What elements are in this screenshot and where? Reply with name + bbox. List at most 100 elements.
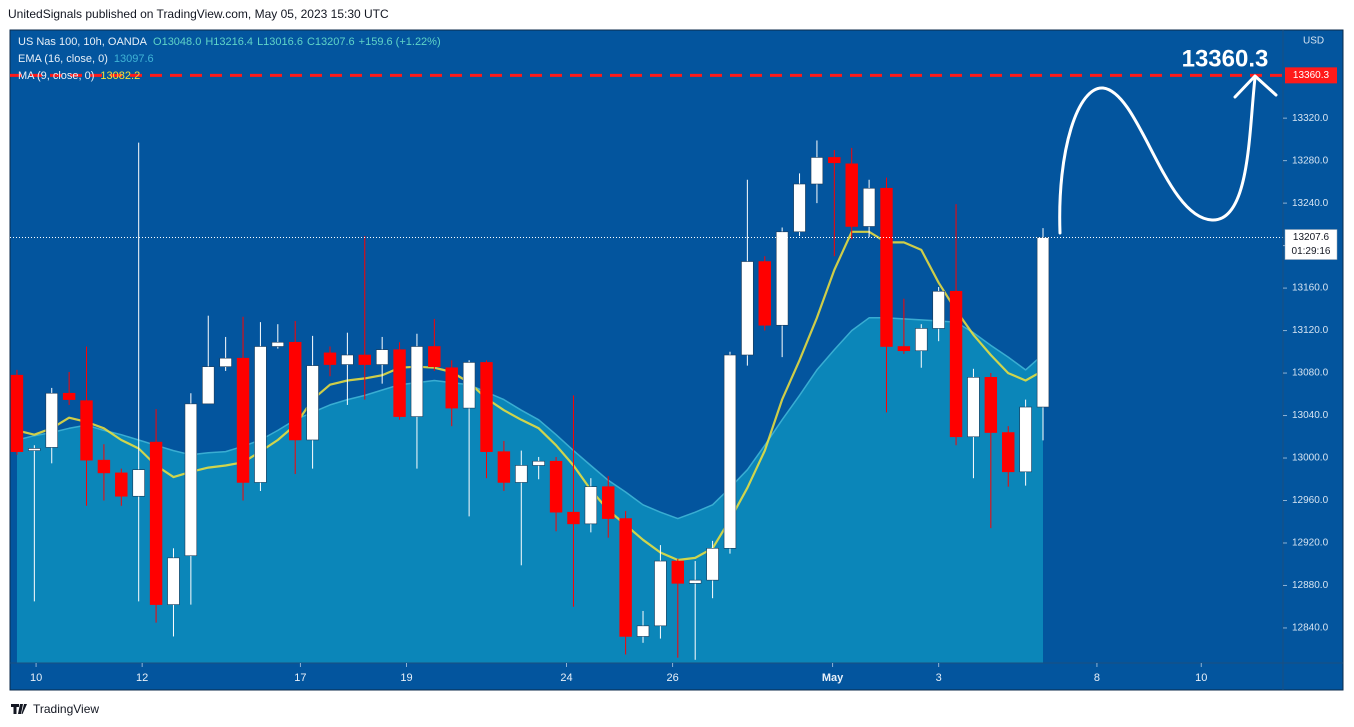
drawn-projection — [1058, 76, 1257, 235]
candle-body — [671, 560, 685, 584]
candle-body — [967, 377, 980, 438]
legend-name: MA (9, close, 0) — [18, 70, 94, 82]
x-tick-label: 26 — [666, 672, 678, 684]
candle-body — [323, 352, 337, 365]
y-tick-label: 12960.0 — [1292, 495, 1329, 506]
candle-body — [758, 261, 771, 326]
x-tick-label: 3 — [936, 672, 942, 684]
x-tick-label: 12 — [136, 672, 148, 684]
candle-body — [428, 346, 441, 367]
y-tick-label: 13320.0 — [1292, 113, 1329, 124]
candle-body — [462, 362, 476, 409]
y-tick-label: 13240.0 — [1292, 198, 1329, 209]
candle-body — [532, 460, 545, 466]
candle-body — [271, 341, 285, 347]
candle-body — [202, 366, 215, 405]
candle-body — [132, 469, 145, 497]
currency-label: USD — [1303, 36, 1324, 47]
candle-body — [358, 354, 371, 365]
candle-body — [775, 231, 789, 326]
legend-ohlc: H13216.4 — [205, 36, 253, 48]
candle-body — [10, 374, 24, 452]
candle-body — [1002, 432, 1015, 473]
candle-body — [915, 328, 928, 352]
candle-body — [341, 354, 354, 365]
candle-body — [828, 157, 841, 164]
candle-body — [115, 472, 128, 497]
candle-body — [80, 400, 93, 461]
candle-body — [741, 261, 754, 356]
candle-body — [793, 183, 806, 233]
legend-row: MA (9, close, 0) 13082.2 — [18, 70, 140, 82]
candle-body — [236, 357, 250, 483]
footer-brand: TradingView — [33, 702, 99, 716]
candle-body — [862, 187, 876, 227]
y-tick-label: 13280.0 — [1292, 155, 1329, 166]
candle-body — [480, 362, 493, 452]
legend-ohlc: +159.6 (+1.22%) — [359, 36, 441, 48]
y-tick-label: 13000.0 — [1292, 453, 1329, 464]
candle-body — [706, 547, 719, 581]
candle-body — [254, 346, 267, 483]
candle-body — [619, 518, 632, 637]
footer-logo — [11, 704, 27, 714]
candle-body — [1036, 237, 1050, 408]
candle-body — [62, 392, 76, 400]
x-tick-label: 24 — [560, 672, 572, 684]
candle-body — [880, 187, 893, 347]
legend-ohlc: C13207.6 — [307, 36, 355, 48]
candle-body — [845, 163, 858, 227]
y-tick-label: 13160.0 — [1292, 283, 1329, 294]
candle-body — [167, 557, 180, 605]
legend-ohlc: O13048.0 — [153, 36, 201, 48]
legend-ohlc: L13016.6 — [257, 36, 303, 48]
candle-body — [810, 157, 824, 185]
drawn-arrowhead — [1233, 74, 1278, 99]
candle-body — [410, 346, 424, 417]
candle-body — [984, 377, 998, 433]
candle-body — [375, 349, 389, 365]
x-tick-label: 10 — [1195, 672, 1207, 684]
logo-mark — [11, 704, 27, 714]
ema-area-fill — [16, 317, 1044, 663]
y-tick-label: 13080.0 — [1292, 368, 1329, 379]
legend-row: EMA (16, close, 0) 13097.6 — [18, 53, 154, 65]
candle-body — [932, 290, 945, 329]
candle-body — [219, 357, 232, 367]
target-annotation: 13360.3 — [1182, 45, 1269, 72]
candle-body — [602, 486, 615, 519]
target-price-tag — [1285, 67, 1337, 84]
target-price-label: 13360.3 — [1293, 70, 1330, 81]
candle-body — [288, 341, 302, 441]
legend-symbol-row: US Nas 100, 10h, OANDA O13048.0 H13216.4 L1… — [18, 36, 441, 48]
candle-body — [28, 448, 41, 451]
y-tick-label: 12840.0 — [1292, 623, 1329, 634]
candle-body — [949, 290, 963, 438]
candle-body — [897, 346, 911, 352]
y-tick-label: 12880.0 — [1292, 580, 1329, 591]
header: UnitedSignals published on TradingView.c… — [8, 7, 389, 21]
candle-body — [549, 460, 563, 513]
candle-body — [306, 365, 319, 441]
last-price-tag — [1284, 229, 1338, 260]
candle-body — [393, 349, 406, 417]
x-tick-label: May — [822, 672, 844, 684]
candle-body — [184, 403, 198, 557]
y-tick-label: 13040.0 — [1292, 410, 1329, 421]
legend-symbol: US Nas 100, 10h, OANDA — [18, 36, 148, 48]
candle-body — [723, 354, 737, 549]
legend-value: 13082.2 — [100, 70, 140, 82]
candle-body — [97, 459, 111, 474]
x-tick-label: 8 — [1094, 672, 1100, 684]
candle-body — [584, 486, 598, 525]
x-tick-label: 19 — [400, 672, 412, 684]
candle-body — [149, 441, 163, 605]
candle-body — [497, 451, 511, 483]
candle-body — [654, 560, 667, 627]
legend-name: EMA (16, close, 0) — [18, 53, 108, 65]
candle-body — [688, 579, 702, 584]
candle-body — [1019, 406, 1032, 473]
candle-body — [567, 511, 580, 525]
y-tick-label: 12920.0 — [1292, 538, 1329, 549]
